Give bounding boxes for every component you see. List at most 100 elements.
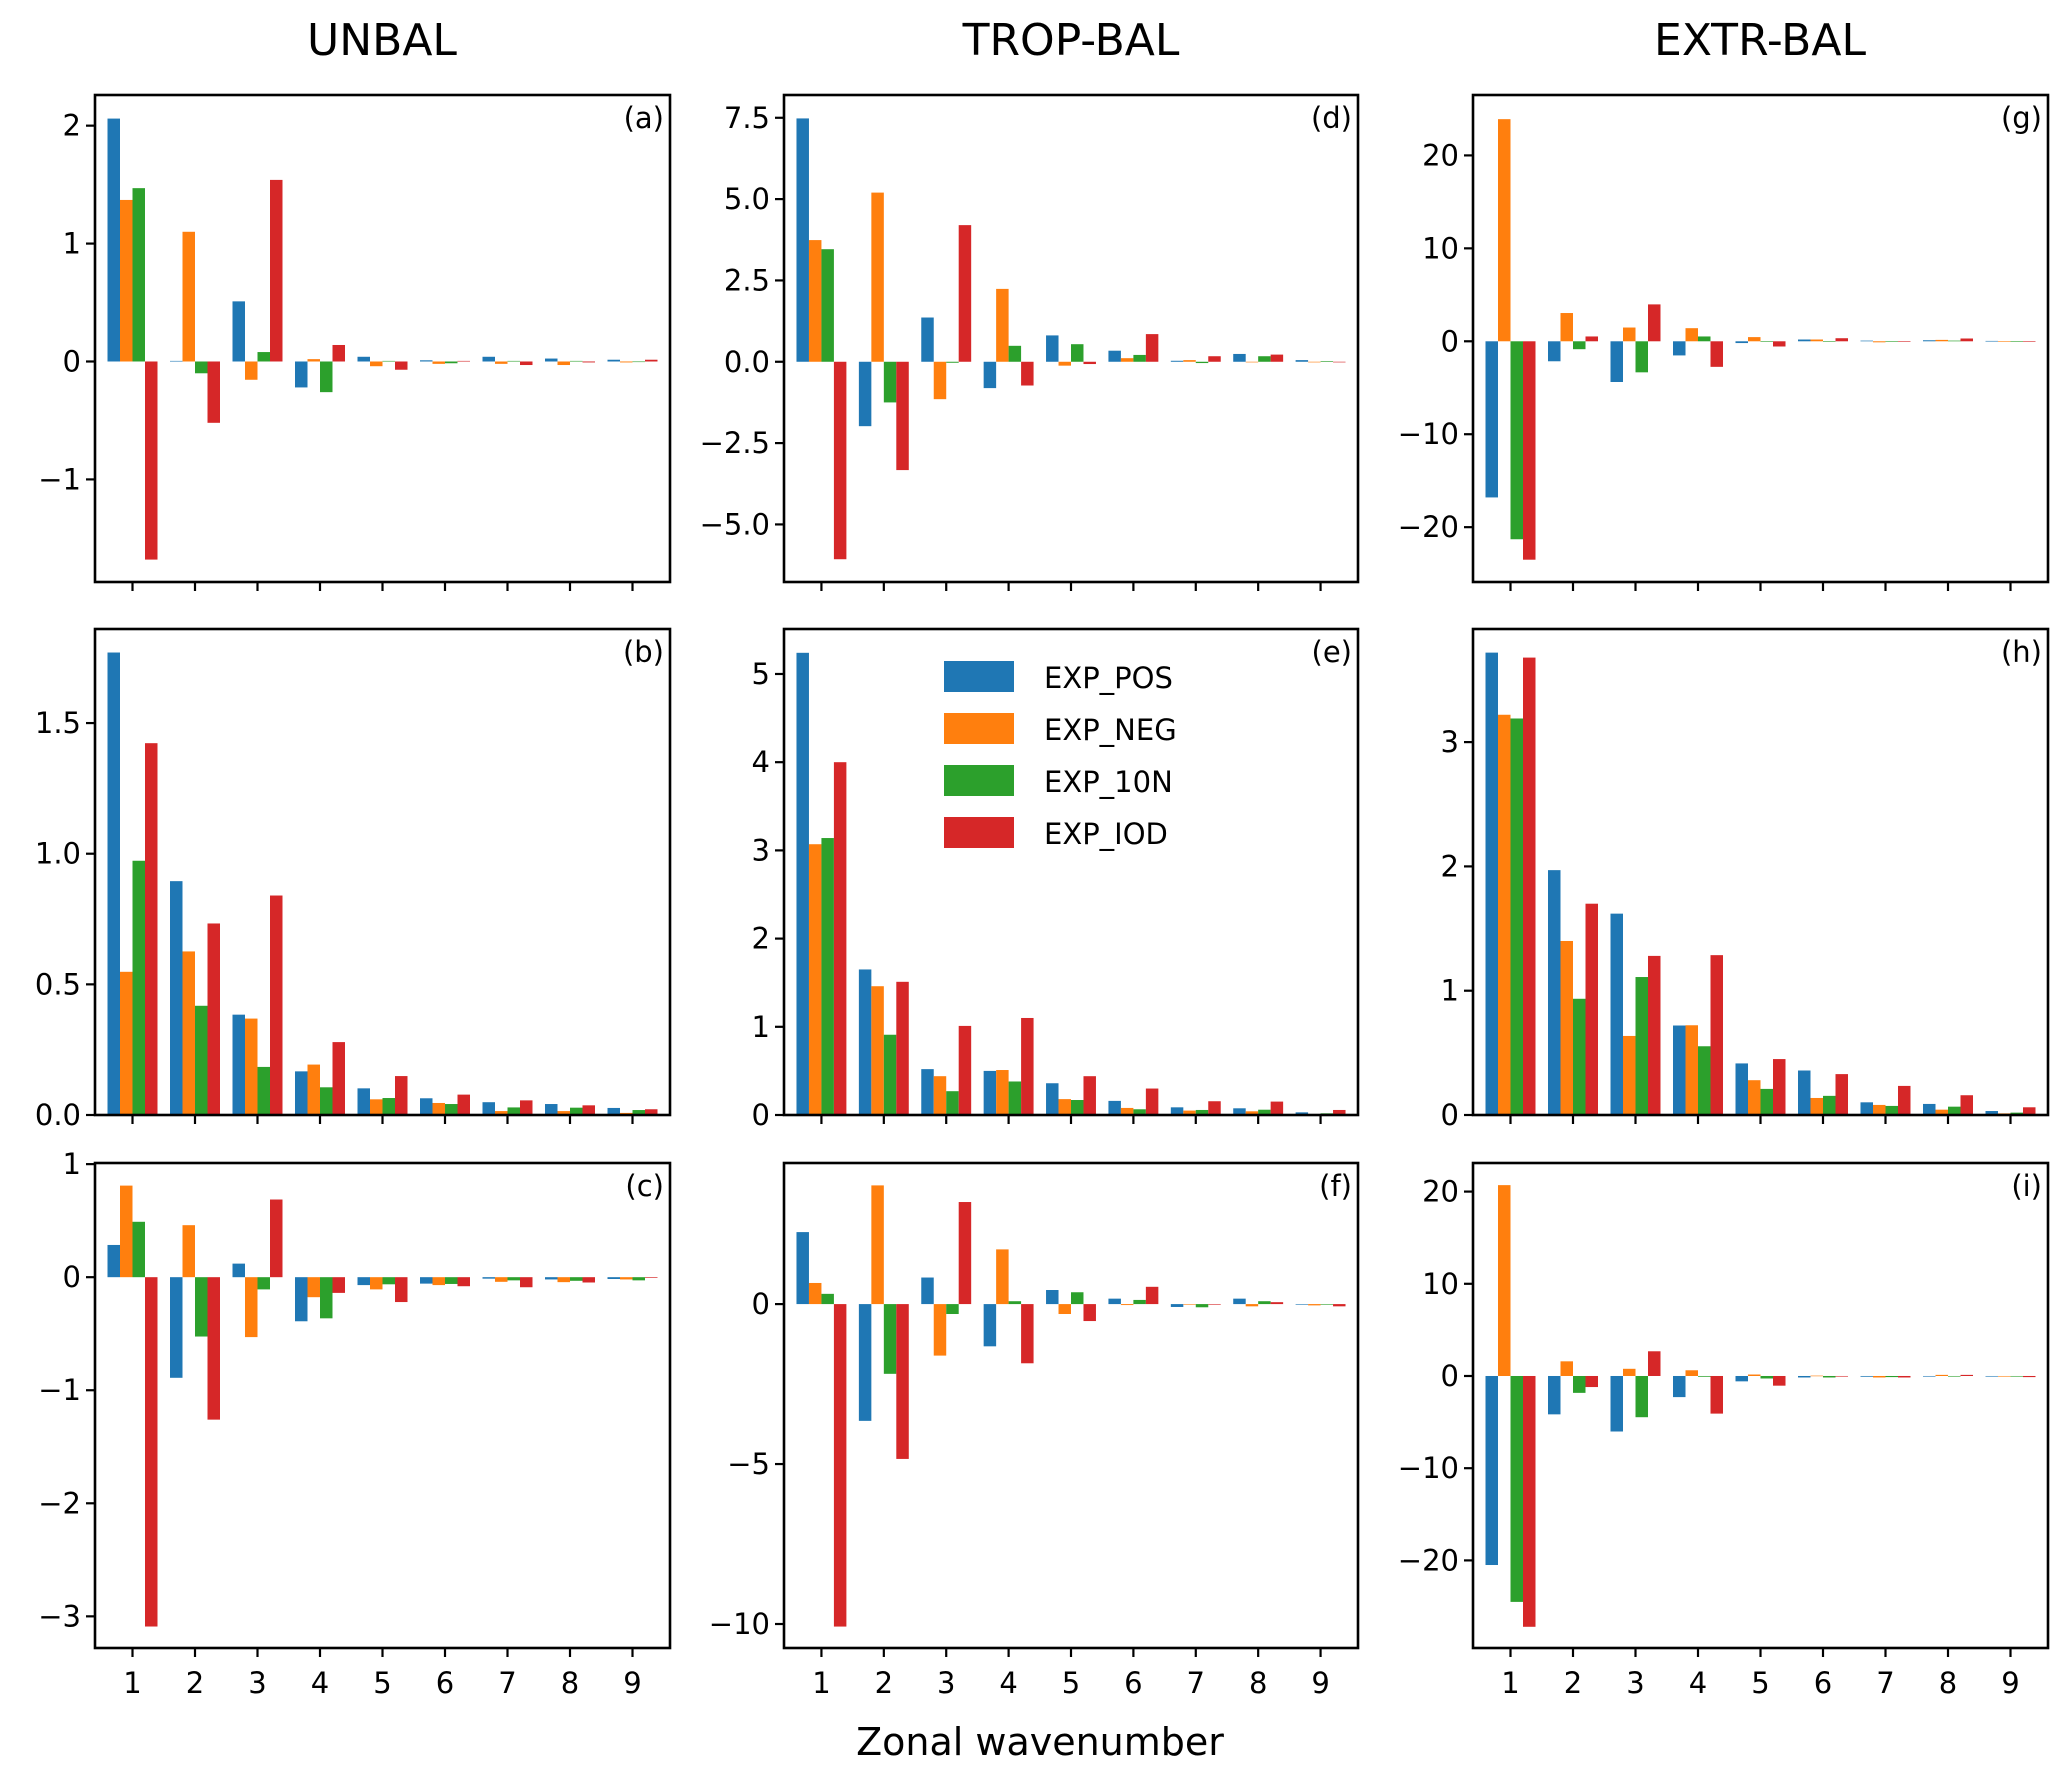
bar-e-exp-pos-wn2 xyxy=(858,969,872,1115)
bar-d-exp-pos-wn8 xyxy=(1233,353,1246,362)
panel-label-f: (f) xyxy=(1319,1169,1352,1203)
bar-a-exp-10n-wn9 xyxy=(632,361,645,363)
bar-a-exp-pos-wn9 xyxy=(607,359,620,362)
panel-label-d: (d) xyxy=(1311,101,1352,135)
bar-h-exp-iod-wn8 xyxy=(1960,1095,1973,1115)
bar-a-exp-10n-wn6 xyxy=(445,361,458,364)
y-tick-label-i: 20 xyxy=(1422,1175,1459,1209)
bar-g-exp-pos-wn8 xyxy=(1923,340,1936,342)
y-tick-label-e: 0 xyxy=(752,1098,770,1132)
bar-f-exp-neg-wn1 xyxy=(808,1282,822,1305)
panel-c: −3 −2 −1 0 1 1 2 3 4 5 6 7 8 9 (c) xyxy=(38,1147,672,1700)
bar-i-exp-iod-wn8 xyxy=(1960,1374,1973,1376)
bar-b-exp-10n-wn6 xyxy=(445,1104,458,1115)
x-tick-label-i: 1 xyxy=(1501,1666,1519,1700)
panel-label-a: (a) xyxy=(624,101,664,135)
x-tick-label-i: 9 xyxy=(2001,1666,2019,1700)
bar-e-exp-iod-wn6 xyxy=(1145,1088,1159,1115)
bar-c-exp-neg-wn4 xyxy=(307,1277,320,1298)
bar-h-exp-10n-wn4 xyxy=(1698,1046,1711,1115)
bar-g-exp-neg-wn1 xyxy=(1498,119,1511,342)
y-tick-label-c: −3 xyxy=(38,1599,81,1633)
y-tick-label-a: 2 xyxy=(63,109,81,143)
bar-c-exp-10n-wn4 xyxy=(320,1277,333,1319)
bar-b-exp-iod-wn1 xyxy=(145,743,158,1115)
y-tick-label-h: 3 xyxy=(1441,725,1459,759)
y-tick-label-d: 0.0 xyxy=(724,345,770,379)
bar-c-exp-iod-wn2 xyxy=(207,1277,220,1420)
bar-b-exp-neg-wn4 xyxy=(307,1064,320,1115)
y-tick-label-e: 5 xyxy=(752,657,770,691)
bar-g-exp-10n-wn2 xyxy=(1573,341,1586,350)
bar-e-exp-iod-wn8 xyxy=(1270,1101,1284,1115)
bar-i-exp-pos-wn3 xyxy=(1610,1375,1623,1432)
bar-a-exp-10n-wn1 xyxy=(132,188,145,362)
legend-swatch-exp-pos xyxy=(944,661,1014,692)
legend-swatch-exp-iod xyxy=(944,817,1014,848)
bar-i-exp-iod-wn3 xyxy=(1648,1351,1661,1376)
bar-g-exp-neg-wn3 xyxy=(1623,327,1636,342)
bar-a-exp-pos-wn4 xyxy=(295,361,308,388)
bar-f-exp-10n-wn1 xyxy=(821,1293,834,1305)
bar-d-exp-10n-wn2 xyxy=(883,361,897,403)
bar-i-exp-neg-wn8 xyxy=(1935,1374,1948,1376)
bar-a-exp-10n-wn3 xyxy=(257,352,270,362)
bar-i-exp-neg-wn7 xyxy=(1873,1375,1886,1378)
bar-c-exp-pos-wn8 xyxy=(545,1277,558,1280)
panel-label-c: (c) xyxy=(625,1169,664,1203)
bar-h-exp-pos-wn4 xyxy=(1673,1025,1686,1115)
bar-i-exp-pos-wn7 xyxy=(1860,1375,1873,1377)
bar-a-exp-iod-wn8 xyxy=(582,361,595,363)
bar-b-exp-neg-wn1 xyxy=(120,971,133,1115)
bar-f-exp-neg-wn8 xyxy=(1245,1304,1259,1307)
bar-i-exp-iod-wn9 xyxy=(2023,1375,2036,1378)
bar-g-exp-pos-wn9 xyxy=(1985,340,1998,342)
y-tick-label-c: −2 xyxy=(38,1486,81,1520)
panel-d: −5.0 −2.5 0.0 2.5 5.0 7.5 (d) xyxy=(700,93,1360,591)
bar-c-exp-10n-wn7 xyxy=(507,1277,520,1281)
y-tick-label-d: −5.0 xyxy=(700,507,770,541)
bar-e-exp-10n-wn1 xyxy=(821,838,834,1115)
bar-g-exp-neg-wn8 xyxy=(1935,339,1948,342)
bar-g-exp-pos-wn3 xyxy=(1610,341,1623,382)
bar-i-exp-neg-wn5 xyxy=(1748,1374,1761,1376)
bar-c-exp-iod-wn4 xyxy=(332,1277,345,1293)
bar-g-exp-neg-wn9 xyxy=(1998,341,2011,342)
bar-g-exp-iod-wn5 xyxy=(1773,341,1786,347)
bar-e-exp-10n-wn7 xyxy=(1195,1109,1209,1115)
bar-f-exp-iod-wn6 xyxy=(1145,1286,1159,1305)
bar-a-exp-iod-wn6 xyxy=(457,360,470,362)
bar-d-exp-10n-wn3 xyxy=(946,361,959,363)
bar-a-exp-iod-wn1 xyxy=(145,361,158,560)
x-tick-label-i: 6 xyxy=(1814,1666,1832,1700)
bar-d-exp-neg-wn3 xyxy=(933,361,947,400)
bar-b-exp-neg-wn5 xyxy=(370,1099,383,1115)
bar-f-exp-pos-wn6 xyxy=(1108,1298,1121,1305)
bar-h-exp-neg-wn4 xyxy=(1685,1025,1698,1115)
y-tick-label-d: −2.5 xyxy=(700,426,770,460)
bar-b-exp-10n-wn4 xyxy=(320,1087,333,1115)
bar-f-exp-10n-wn2 xyxy=(883,1304,897,1374)
bar-c-exp-neg-wn8 xyxy=(557,1277,570,1283)
bar-g-exp-neg-wn2 xyxy=(1560,313,1573,342)
bar-c-exp-10n-wn9 xyxy=(632,1277,645,1281)
bar-h-exp-neg-wn1 xyxy=(1498,714,1511,1115)
bar-c-exp-neg-wn1 xyxy=(120,1185,133,1278)
bar-f-exp-iod-wn8 xyxy=(1270,1302,1284,1305)
y-tick-label-c: 1 xyxy=(63,1147,81,1181)
bar-b-exp-neg-wn2 xyxy=(182,951,195,1115)
bar-e-exp-pos-wn1 xyxy=(796,652,809,1115)
column-title-trop-bal: TROP-BAL xyxy=(962,15,1180,66)
bar-i-exp-pos-wn8 xyxy=(1923,1375,1936,1377)
panel-label-h: (h) xyxy=(2001,635,2042,669)
bar-d-exp-10n-wn6 xyxy=(1133,354,1146,362)
x-tick-label-i: 3 xyxy=(1626,1666,1644,1700)
bar-c-exp-neg-wn7 xyxy=(495,1277,508,1282)
bar-f-exp-iod-wn2 xyxy=(896,1304,909,1459)
x-tick-label-c: 8 xyxy=(561,1666,579,1700)
bar-e-exp-neg-wn5 xyxy=(1058,1099,1071,1115)
y-tick-label-b: 0.0 xyxy=(35,1098,81,1132)
bar-e-exp-pos-wn8 xyxy=(1233,1108,1246,1115)
bar-h-exp-neg-wn8 xyxy=(1935,1109,1948,1115)
